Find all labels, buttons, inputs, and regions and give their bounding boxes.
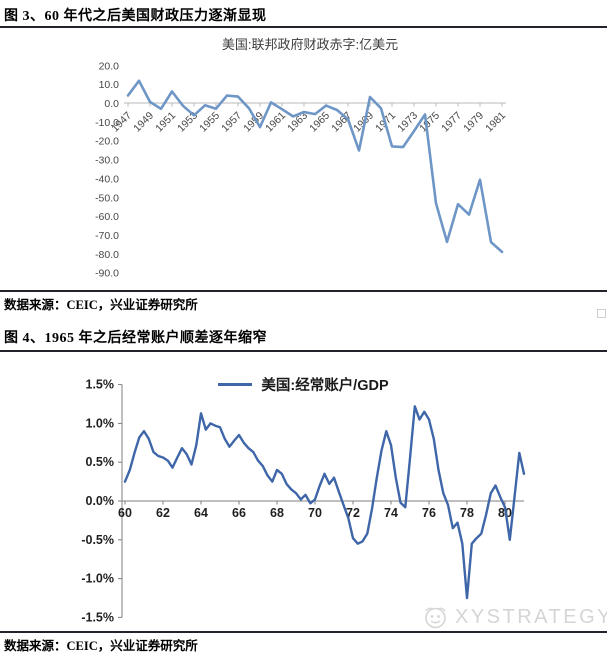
y-tick-label: 0.5% — [86, 455, 115, 469]
x-tick-label: 66 — [232, 506, 246, 520]
x-tick-label: 70 — [308, 506, 322, 520]
y-tick-label: -90.0 — [95, 268, 119, 280]
y-tick-label: -0.5% — [81, 533, 114, 547]
source2-text: 数据来源：CEIC，兴业证券研究所 — [4, 639, 198, 653]
y-tick-label: 10.0 — [99, 79, 120, 91]
figure3-title-rule — [0, 26, 607, 28]
fiscal-deficit-chart: 20.0 10.0 0.0 -10.0 -20.0 -30.0 -40.0 -50.0 -60.… — [95, 60, 508, 280]
series-line — [123, 405, 526, 600]
x-tick-label: 1957 — [219, 110, 244, 135]
x-tick-label: 78 — [460, 506, 474, 520]
series-line — [126, 79, 504, 254]
x-tick-label: 1951 — [153, 110, 178, 135]
source1-text: 数据来源：CEIC，兴业证券研究所 — [4, 298, 198, 312]
y-tick-label: -10.0 — [95, 117, 119, 129]
source1-rule — [0, 290, 607, 292]
watermark-logo-icon — [425, 607, 446, 629]
x-tick-label: 1955 — [197, 110, 222, 135]
x-tick-label: 64 — [194, 506, 208, 520]
y-tick-label: 1.0% — [86, 416, 115, 430]
x-tick-label: 68 — [270, 506, 284, 520]
figure3-title: 图 3、60 年代之后美国财政压力逐渐显现 — [4, 9, 267, 24]
x-tick-label: 1949 — [131, 110, 156, 135]
x-tick-label: 60 — [118, 506, 132, 520]
x-tick-label: 74 — [384, 506, 398, 520]
watermark: XYSTRATEGY — [422, 604, 607, 631]
y-tick-label: -30.0 — [95, 155, 119, 167]
x-tick-label: 76 — [422, 506, 436, 520]
y-tick-label: -1.5% — [81, 610, 114, 624]
watermark-text: XYSTRATEGY — [455, 606, 607, 628]
y-tick-label: -60.0 — [95, 211, 119, 223]
y-tick-label: -70.0 — [95, 230, 119, 242]
figure4-title: 图 4、1965 年之后经常账户顺差逐年缩窄 — [4, 331, 267, 346]
x-tick-label: 62 — [156, 506, 170, 520]
y-tick-label: -40.0 — [95, 173, 119, 185]
y-tick-label: 1.5% — [86, 378, 115, 392]
y-tick-label: -1.0% — [81, 572, 114, 586]
y-tick-label: -50.0 — [95, 192, 119, 204]
legend-label: 美国:经常账户/GDP — [261, 378, 389, 394]
x-tick-label: 1947 — [109, 110, 134, 135]
chart2-legend: 美国:经常账户/GDP — [0, 374, 607, 395]
x-tick-label: 1977 — [439, 110, 464, 135]
x-tick-label: 1981 — [483, 110, 508, 135]
legend-line-swatch — [218, 383, 253, 386]
chart1-title: 美国:联邦政府财政赤字:亿美元 — [221, 37, 399, 52]
current-account-chart: 1.5% 1.0% 0.5% 0.0% -0.5% -1.0% -1.5% 60 62 64 66 6… — [81, 378, 526, 624]
x-tick-label: 1979 — [461, 110, 486, 135]
figure4-title-rule — [0, 350, 607, 352]
stray-box-artifact — [597, 309, 606, 318]
x-tick-label: 72 — [346, 506, 360, 520]
y-tick-label: -80.0 — [95, 249, 119, 261]
x-tick-label: 1973 — [395, 110, 420, 135]
y-tick-label: 0.0 — [104, 98, 119, 110]
y-tick-label: 0.0% — [86, 494, 115, 508]
source2-rule — [0, 631, 607, 633]
y-tick-label: 20.0 — [99, 60, 120, 72]
y-tick-label: -20.0 — [95, 136, 119, 148]
